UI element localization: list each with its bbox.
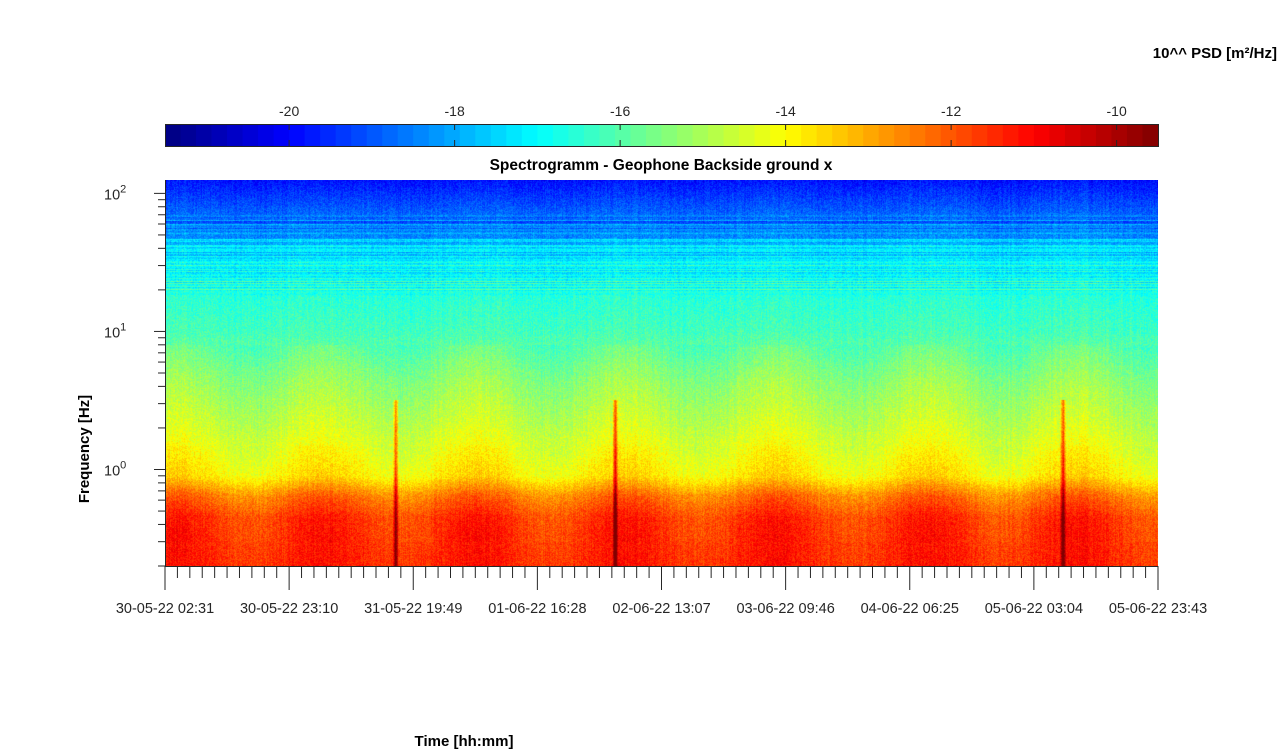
colorbar-cell xyxy=(816,124,833,146)
x-tick-label: 05-06-22 23:43 xyxy=(1109,601,1207,617)
colorbar-cell xyxy=(304,124,321,146)
colorbar-cell xyxy=(894,124,911,146)
x-axis-label: Time [hh:mm] xyxy=(415,733,514,750)
colorbar-cell xyxy=(459,124,476,146)
colorbar-cell xyxy=(1142,124,1159,146)
colorbar-cell xyxy=(1049,124,1066,146)
colorbar-cell xyxy=(1064,124,1081,146)
colorbar-cell xyxy=(475,124,492,146)
x-axis-tick-labels: 30-05-22 02:31 30-05-22 23:10 31-05-22 19:… xyxy=(116,601,1207,617)
colorbar-cell xyxy=(940,124,957,146)
colorbar-cell xyxy=(630,124,647,146)
colorbar-cell xyxy=(490,124,507,146)
x-tick-label: 05-06-22 03:04 xyxy=(985,601,1083,617)
colorbar-cell xyxy=(661,124,678,146)
colorbar-cell xyxy=(413,124,430,146)
colorbar-cell xyxy=(397,124,414,146)
colorbar-cell xyxy=(258,124,275,146)
colorbar-cell xyxy=(956,124,973,146)
x-tick-label: 04-06-22 06:25 xyxy=(861,601,959,617)
colorbar-cell xyxy=(552,124,569,146)
y-axis-label: Frequency [Hz] xyxy=(76,395,93,503)
x-tick-label: 01-06-22 16:28 xyxy=(488,601,586,617)
colorbar-label: 10^^ PSD [m²/Hz] xyxy=(1153,45,1277,62)
colorbar-cell xyxy=(1126,124,1143,146)
colorbar-cell xyxy=(832,124,849,146)
colorbar-cell xyxy=(1080,124,1097,146)
colorbar-cell xyxy=(320,124,337,146)
colorbar-cell xyxy=(1111,124,1128,146)
colorbar-cell xyxy=(1002,124,1019,146)
colorbar-tick-label: -18 xyxy=(445,103,465,119)
x-axis-ticks xyxy=(164,566,1159,590)
x-tick-label: 31-05-22 19:49 xyxy=(364,601,462,617)
colorbar-cell xyxy=(506,124,523,146)
colorbar-cell xyxy=(863,124,880,146)
colorbar-gradient xyxy=(165,124,1159,146)
colorbar-tick-label: -12 xyxy=(941,103,961,119)
colorbar-cell xyxy=(521,124,538,146)
colorbar-tick-label: -10 xyxy=(1107,103,1127,119)
colorbar-cell xyxy=(847,124,864,146)
colorbar-cell xyxy=(382,124,399,146)
x-tick-label: 30-05-22 02:31 xyxy=(116,601,214,617)
colorbar-cell xyxy=(925,124,942,146)
x-tick-label: 30-05-22 23:10 xyxy=(240,601,338,617)
y-tick-label: 102 xyxy=(104,183,126,203)
colorbar-cell xyxy=(677,124,693,146)
colorbar-cell xyxy=(708,124,724,146)
colorbar-cell xyxy=(537,124,554,146)
colorbar-cell xyxy=(165,124,181,146)
colorbar-cell xyxy=(227,124,243,146)
colorbar-cell xyxy=(878,124,895,146)
colorbar-cell xyxy=(1018,124,1035,146)
colorbar-tick-label: -20 xyxy=(279,103,299,119)
colorbar-cell xyxy=(428,124,445,146)
colorbar-cell xyxy=(335,124,352,146)
spectrogram-plot-area xyxy=(165,180,1158,566)
colorbar-tick-labels: -20 -18 -16 -14 -12 -10 xyxy=(279,103,1127,119)
spectrogram-heatmap xyxy=(165,180,1158,566)
y-tick-label: 100 xyxy=(104,460,126,480)
colorbar-cell xyxy=(242,124,259,146)
colorbar-cell xyxy=(785,124,802,146)
colorbar-cell xyxy=(273,124,290,146)
colorbar-cell xyxy=(645,124,662,146)
chart-title: Spectrogramm - Geophone Backside ground … xyxy=(490,157,833,174)
colorbar-cell xyxy=(351,124,368,146)
colorbar-frame xyxy=(165,124,1159,147)
colorbar-cell xyxy=(196,124,212,146)
colorbar-cell xyxy=(366,124,383,146)
colorbar-cell xyxy=(754,124,771,146)
colorbar-cell xyxy=(723,124,740,146)
colorbar-cell xyxy=(1095,124,1112,146)
colorbar-cell xyxy=(770,124,787,146)
x-tick-label: 02-06-22 13:07 xyxy=(612,601,710,617)
y-axis-ticks xyxy=(154,192,165,567)
colorbar-cell xyxy=(599,124,616,146)
colorbar-tick-label: -14 xyxy=(776,103,796,119)
colorbar-cell xyxy=(909,124,926,146)
colorbar-cell xyxy=(692,124,709,146)
y-axis-tick-labels: 102 101 100 xyxy=(104,183,126,479)
colorbar-cell xyxy=(289,124,306,146)
x-tick-label: 03-06-22 09:46 xyxy=(736,601,834,617)
colorbar-cell xyxy=(444,124,461,146)
colorbar-cell xyxy=(180,124,197,146)
colorbar-cell xyxy=(583,124,600,146)
colorbar-tick-label: -16 xyxy=(610,103,630,119)
colorbar-cell xyxy=(568,124,585,146)
colorbar-cell xyxy=(801,124,818,146)
colorbar-cell xyxy=(739,124,755,146)
colorbar-cell xyxy=(971,124,988,146)
y-tick-label: 101 xyxy=(104,321,126,341)
colorbar-cell xyxy=(211,124,228,146)
colorbar-cell xyxy=(614,124,631,146)
colorbar-cell xyxy=(987,124,1004,146)
colorbar-cell xyxy=(1033,124,1050,146)
colorbar-ticks xyxy=(288,124,1118,146)
